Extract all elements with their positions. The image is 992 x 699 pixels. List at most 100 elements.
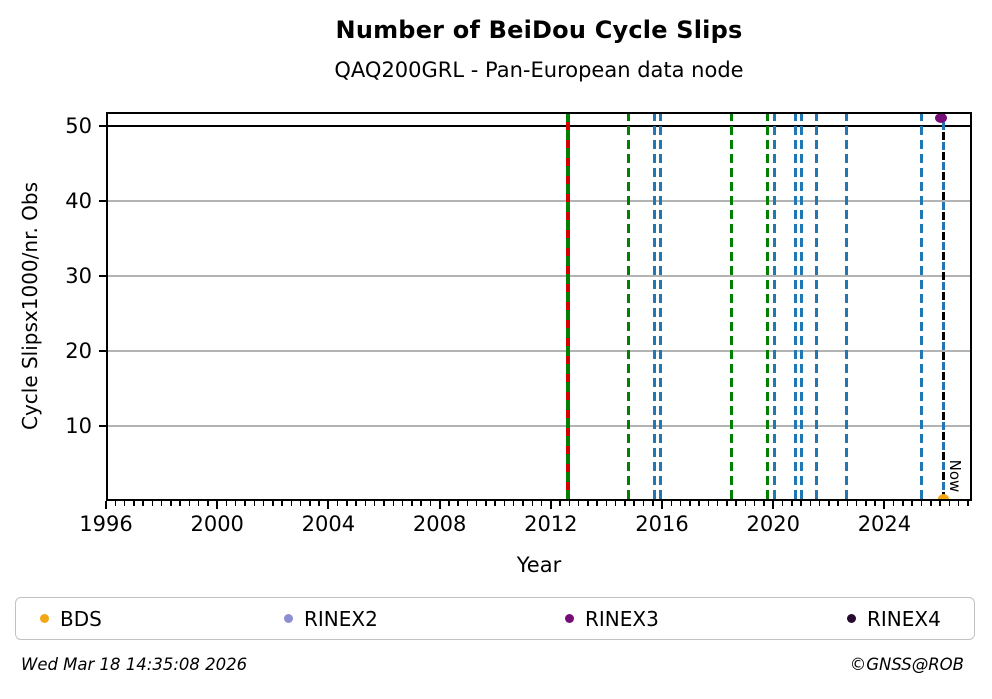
x-minor-tick xyxy=(188,501,191,506)
event-line xyxy=(766,112,770,501)
x-tick-label: 2000 xyxy=(190,512,244,536)
x-tick-label: 2024 xyxy=(857,512,912,536)
x-minor-tick xyxy=(809,501,812,506)
x-tick xyxy=(216,501,219,509)
x-minor-tick xyxy=(225,501,228,506)
x-minor-tick xyxy=(605,501,608,506)
x-minor-tick xyxy=(902,501,904,506)
x-tick xyxy=(772,501,775,509)
x-minor-tick xyxy=(170,501,172,506)
event-line xyxy=(845,112,849,501)
x-minor-tick xyxy=(318,501,320,506)
x-minor-tick xyxy=(401,501,404,506)
legend-item-rinex2: RINEX2 xyxy=(284,598,378,639)
x-minor-tick xyxy=(670,501,673,506)
legend: BDS RINEX2 RINEX3 RINEX4 xyxy=(15,597,975,640)
x-minor-tick xyxy=(364,501,367,506)
gridline xyxy=(106,275,972,277)
x-minor-tick xyxy=(244,501,246,506)
x-minor-tick xyxy=(939,501,941,506)
timestamp: Wed Mar 18 14:35:08 2026 xyxy=(21,655,248,674)
x-minor-tick xyxy=(123,501,126,506)
y-tick-label: 10 xyxy=(65,414,92,438)
x-minor-tick xyxy=(707,501,710,506)
y-tick-label: 40 xyxy=(65,189,92,214)
event-line xyxy=(773,112,777,501)
rinex2-marker-icon xyxy=(284,614,293,623)
gridline xyxy=(106,350,972,352)
x-minor-tick xyxy=(559,501,561,506)
x-minor-tick xyxy=(911,501,913,506)
y-tick xyxy=(99,275,106,277)
x-minor-tick xyxy=(133,501,135,506)
x-minor-tick xyxy=(281,501,283,506)
x-tick xyxy=(549,501,552,509)
x-minor-tick xyxy=(781,501,784,506)
x-minor-tick xyxy=(290,501,293,506)
x-minor-tick xyxy=(689,501,691,506)
legend-label-rinex3: RINEX3 xyxy=(585,606,659,631)
x-minor-tick xyxy=(837,501,839,506)
data-point-rinex3 xyxy=(935,112,948,123)
x-minor-tick xyxy=(531,501,534,506)
x-tick-label: 2020 xyxy=(746,512,800,536)
x-tick-label: 1996 xyxy=(79,512,133,536)
x-tick xyxy=(327,501,330,509)
y-tick xyxy=(99,425,106,427)
x-minor-tick xyxy=(411,501,413,506)
x-minor-tick xyxy=(429,501,432,506)
x-minor-tick xyxy=(828,501,830,506)
gridline xyxy=(106,200,972,203)
x-minor-tick xyxy=(753,501,756,506)
rinex4-marker-icon xyxy=(847,614,856,623)
x-tick xyxy=(438,501,441,509)
event-line xyxy=(659,112,663,501)
event-line xyxy=(653,112,657,501)
legend-item-bds: BDS xyxy=(40,598,102,639)
x-tick-label: 2012 xyxy=(524,512,578,536)
x-minor-tick xyxy=(624,501,626,506)
event-line xyxy=(566,112,570,501)
data-point-bds xyxy=(937,493,949,501)
x-minor-tick xyxy=(865,501,867,506)
chart-subtitle: QAQ200GRL - Pan-European data node xyxy=(334,58,744,82)
x-tick xyxy=(661,501,664,509)
x-minor-tick xyxy=(791,501,793,506)
event-line xyxy=(920,112,924,501)
y-tick-label: 50 xyxy=(65,114,92,139)
x-minor-tick xyxy=(179,501,181,506)
x-minor-tick xyxy=(392,501,395,506)
x-minor-tick xyxy=(855,501,858,506)
legend-label-bds: BDS xyxy=(60,606,102,631)
plot-frame xyxy=(106,112,972,501)
event-line xyxy=(794,112,798,501)
event-line xyxy=(941,112,946,501)
x-minor-tick xyxy=(160,501,163,506)
legend-item-rinex3: RINEX3 xyxy=(565,598,659,639)
legend-item-rinex4: RINEX4 xyxy=(847,598,941,639)
x-minor-tick xyxy=(698,501,700,506)
x-tick-label: 2004 xyxy=(301,512,356,536)
x-minor-tick xyxy=(587,501,589,506)
x-minor-tick xyxy=(262,501,265,506)
x-minor-tick xyxy=(948,501,951,506)
x-minor-tick xyxy=(346,501,348,506)
y-tick xyxy=(99,350,106,352)
y-tick-label: 30 xyxy=(65,264,92,288)
x-axis-label: Year xyxy=(516,553,562,577)
x-minor-tick xyxy=(763,501,765,506)
x-minor-tick xyxy=(967,501,969,506)
x-minor-tick xyxy=(336,501,339,506)
x-minor-tick xyxy=(568,501,571,506)
bds-marker-icon xyxy=(40,614,49,623)
x-tick-label: 2008 xyxy=(412,512,467,536)
x-minor-tick xyxy=(448,501,450,506)
x-minor-tick xyxy=(253,501,256,506)
x-minor-tick xyxy=(383,501,385,506)
y-tick xyxy=(99,200,106,203)
x-minor-tick xyxy=(142,501,144,506)
x-minor-tick xyxy=(512,501,515,506)
x-minor-tick xyxy=(197,501,200,506)
x-minor-tick xyxy=(957,501,960,506)
